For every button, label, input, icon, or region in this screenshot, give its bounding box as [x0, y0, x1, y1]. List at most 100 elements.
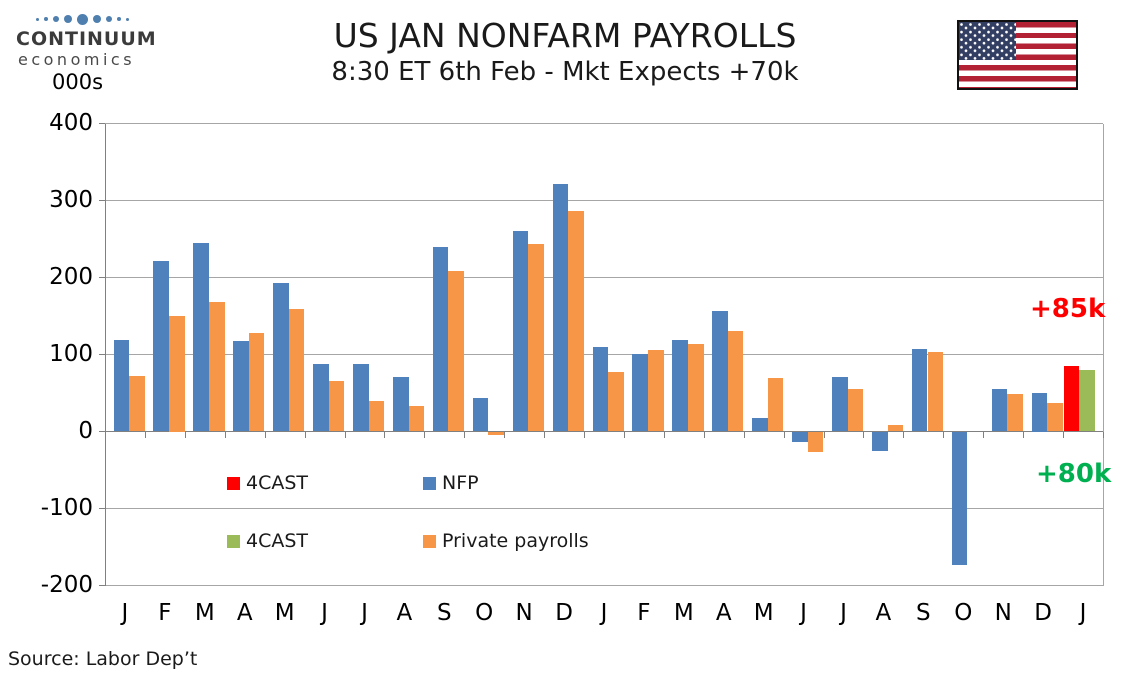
x-axis-tick	[903, 431, 905, 438]
y-axis-label: 200	[49, 263, 93, 290]
us-flag-canton	[959, 22, 1016, 60]
x-axis-label: N	[515, 600, 533, 626]
bar-private-payrolls	[727, 330, 744, 432]
x-axis-label: J	[361, 600, 368, 626]
gridline	[105, 123, 1103, 124]
x-axis-label: J	[1079, 600, 1087, 626]
y-axis-label: 100	[49, 340, 93, 367]
legend-swatch-nfp-icon	[423, 476, 436, 490]
bar-nfp	[153, 260, 169, 432]
x-axis-label: M	[673, 600, 694, 626]
y-axis-label: 300	[49, 186, 93, 213]
logo-dot	[105, 16, 112, 22]
x-axis-tick	[224, 431, 226, 438]
x-axis-tick	[144, 431, 146, 438]
y-axis-tick	[99, 123, 105, 124]
us-flag-icon	[957, 20, 1078, 90]
bar-nfp	[752, 418, 768, 432]
bar-nfp	[832, 376, 848, 432]
x-axis-tick	[1103, 431, 1104, 438]
bar-nfp	[552, 183, 569, 432]
x-axis-label: A	[236, 600, 253, 626]
brand-logo: CONTINUUM economics	[14, 12, 164, 69]
bar-private-payrolls	[807, 431, 824, 452]
bar-nfp	[512, 230, 529, 432]
bar-private-payrolls	[408, 406, 425, 432]
y-axis-tick	[99, 200, 105, 201]
bar-nfp	[911, 349, 928, 432]
bar-nfp	[632, 353, 649, 432]
x-axis-label: J	[600, 600, 608, 626]
legend-label: Private payrolls	[442, 530, 589, 552]
bar-private-payrolls	[687, 343, 704, 432]
legend-entry-4cast-private: 4CAST	[227, 530, 308, 552]
bar-nfp	[712, 310, 728, 432]
bar-private-payrolls	[1007, 393, 1023, 432]
x-axis-label: S	[916, 600, 931, 626]
x-axis-tick	[663, 431, 665, 438]
x-axis-label: A	[396, 600, 413, 626]
x-axis-tick	[464, 431, 466, 438]
bar-private-payrolls	[568, 211, 584, 432]
gridline	[105, 200, 1103, 201]
bar-private-payrolls	[288, 309, 305, 432]
logo-dot	[125, 17, 129, 21]
x-axis-tick	[304, 431, 306, 438]
x-axis-label: J	[121, 600, 129, 626]
logo-dot	[52, 16, 59, 22]
legend-swatch-4cast-green-icon	[227, 534, 240, 548]
bar-private-payrolls	[847, 389, 864, 432]
x-axis-tick	[544, 431, 546, 438]
logo-dot	[43, 17, 48, 21]
x-axis-label: A	[875, 600, 892, 626]
x-axis-tick	[943, 431, 945, 438]
bar-nfp	[871, 431, 888, 451]
bar-private-payrolls	[927, 352, 944, 432]
x-axis-label: J	[840, 600, 847, 626]
x-axis-tick	[623, 431, 625, 438]
bar-nfp	[991, 389, 1008, 432]
bar-nfp	[792, 431, 808, 442]
bar-nfp	[392, 376, 409, 432]
legend-entry-nfp: NFP	[423, 472, 479, 494]
x-axis-tick	[105, 431, 106, 438]
legend-label: 4CAST	[246, 530, 309, 552]
gridline	[105, 585, 1103, 586]
x-axis-label: O	[954, 600, 973, 626]
x-axis-tick	[1063, 431, 1065, 438]
x-axis-label: M	[194, 600, 215, 626]
x-axis-label: J	[321, 600, 328, 626]
legend-label: 4CAST	[246, 472, 309, 494]
bar-nfp	[592, 346, 609, 432]
logo-dot	[76, 13, 88, 25]
x-axis-tick	[504, 431, 506, 438]
chart-subtitle: 8:30 ET 6th Feb - Mkt Expects +70k	[331, 57, 799, 87]
x-axis-label: F	[158, 600, 172, 626]
x-axis-line	[105, 431, 1103, 432]
bar-nfp	[113, 339, 130, 432]
x-axis-label: M	[274, 600, 295, 626]
bar-private-payrolls	[129, 376, 145, 432]
x-axis-tick	[184, 431, 186, 438]
x-axis-label: A	[715, 600, 732, 626]
bar-private-payrolls	[488, 431, 504, 435]
y-axis-tick	[99, 585, 105, 586]
x-axis-label: M	[753, 600, 774, 626]
bar-nfp	[472, 398, 489, 432]
legend-swatch-4cast-red-icon	[227, 476, 240, 490]
bar-4cast	[1079, 369, 1095, 432]
x-axis-label: D	[1034, 600, 1052, 626]
legend-entry-4cast-nfp: 4CAST	[227, 472, 308, 494]
x-axis-tick	[703, 431, 705, 438]
x-axis-tick	[983, 431, 985, 438]
y-axis-tick	[99, 508, 105, 509]
x-axis-tick	[783, 431, 785, 438]
y-axis-label: 400	[49, 109, 93, 136]
legend-swatch-private-icon	[423, 534, 436, 548]
forecast-label-private: +80k	[1036, 459, 1112, 489]
bar-private-payrolls	[328, 380, 345, 432]
y-axis-label: 0	[78, 417, 93, 444]
x-axis-tick	[344, 431, 346, 438]
x-axis-label: F	[637, 600, 651, 626]
